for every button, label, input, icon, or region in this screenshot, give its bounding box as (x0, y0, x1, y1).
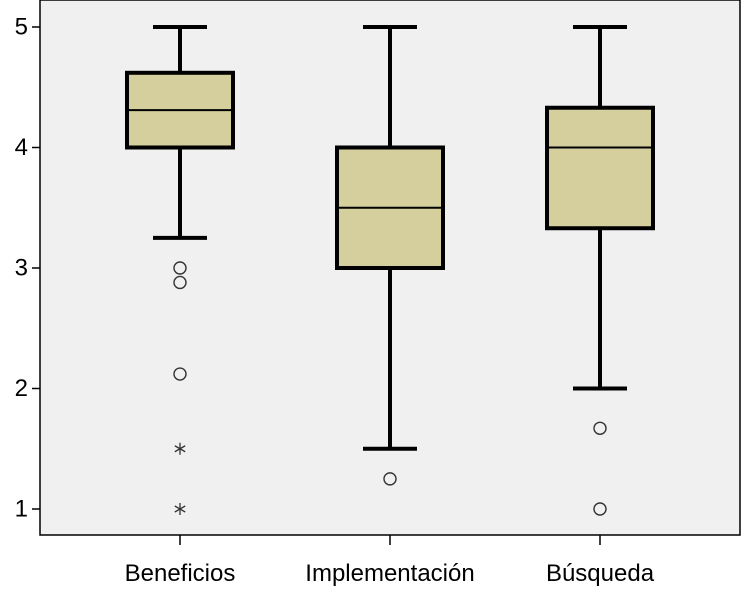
y-tick-label: 5 (15, 14, 28, 41)
outlier-point (383, 472, 397, 486)
outlier-point (173, 261, 187, 275)
y-axis: 1 2 3 4 5 (15, 14, 40, 523)
outlier-point (593, 421, 607, 435)
y-tick-label: 1 (15, 496, 28, 523)
box-beneficios (125, 25, 235, 515)
x-tick-label: Implementación (305, 560, 474, 587)
x-tick-label: Búsqueda (546, 560, 655, 587)
extreme-point (174, 503, 186, 515)
y-tick-label: 4 (15, 134, 28, 161)
outlier-point (173, 275, 187, 290)
box-implementación (335, 25, 445, 486)
y-tick-label: 2 (15, 375, 28, 402)
iqr-box (545, 105, 655, 231)
x-axis: Beneficios Implementación Búsqueda (125, 535, 655, 587)
y-tick-label: 3 (15, 255, 28, 282)
x-tick-label: Beneficios (125, 560, 236, 587)
extreme-point (174, 442, 186, 455)
outlier-point (593, 502, 607, 516)
outlier-point (173, 367, 187, 381)
asterisk-stroke (174, 445, 186, 453)
box-búsqueda (545, 25, 655, 516)
asterisk-stroke (174, 505, 186, 513)
boxes (125, 25, 655, 516)
